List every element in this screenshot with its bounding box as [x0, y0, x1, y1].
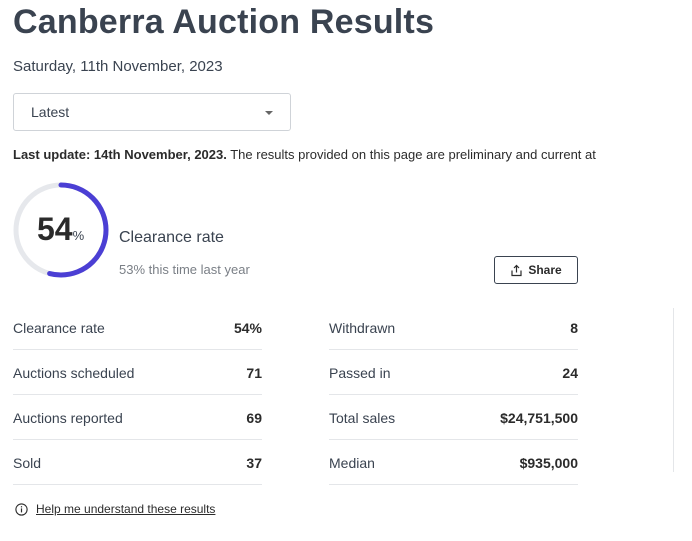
stat-label: Auctions scheduled [13, 365, 135, 381]
stat-row-total-sales: Total sales $24,751,500 [329, 395, 578, 440]
help-understand-results-link[interactable]: Help me understand these results [36, 502, 216, 516]
stat-label: Clearance rate [13, 320, 105, 336]
select-value: Latest [31, 104, 70, 120]
stat-row-auctions-scheduled: Auctions scheduled 71 [13, 350, 262, 395]
clearance-rate-number: 54 [37, 211, 73, 247]
last-update-text: The results provided on this page are pr… [226, 147, 596, 162]
share-icon [511, 264, 522, 276]
chevron-down-icon [265, 111, 273, 115]
clearance-rate-percent: % [72, 228, 85, 243]
stat-label: Median [329, 455, 375, 471]
stats-column-right: Withdrawn 8 Passed in 24 Total sales $24… [329, 305, 578, 485]
info-icon [15, 502, 28, 516]
stat-value: $935,000 [519, 455, 578, 471]
stat-value: 24 [562, 365, 578, 381]
stat-row-median: Median $935,000 [329, 440, 578, 485]
stat-value: 37 [246, 455, 262, 471]
stat-row-withdrawn: Withdrawn 8 [329, 305, 578, 350]
stat-label: Withdrawn [329, 320, 396, 336]
stat-value: 54% [233, 320, 262, 336]
stats-column-left: Clearance rate 54% Auctions scheduled 71… [13, 305, 262, 485]
clearance-rate-ring [13, 182, 109, 278]
page-title: Canberra Auction Results [13, 3, 435, 41]
stat-row-sold: Sold 37 [13, 440, 262, 485]
stat-value: 8 [570, 320, 578, 336]
stat-label: Passed in [329, 365, 391, 381]
last-update-label: Last update: 14th November, 2023. [13, 147, 227, 162]
auction-date: Saturday, 11th November, 2023 [13, 58, 223, 75]
stat-row-auctions-reported: Auctions reported 69 [13, 395, 262, 440]
stat-value: 71 [246, 365, 262, 381]
stat-row-clearance-rate: Clearance rate 54% [13, 305, 262, 350]
last-update-notice: Last update: 14th November, 2023. The re… [13, 147, 596, 162]
stat-value: 69 [246, 410, 262, 426]
stat-value: $24,751,500 [500, 410, 578, 426]
section-divider [673, 308, 674, 472]
share-button[interactable]: Share [494, 256, 578, 284]
stat-label: Auctions reported [13, 410, 123, 426]
stat-row-passed-in: Passed in 24 [329, 350, 578, 395]
results-period-select[interactable]: Latest [13, 93, 291, 131]
share-label: Share [528, 263, 562, 277]
stat-label: Total sales [329, 410, 396, 426]
ring-progress [13, 182, 109, 278]
help-section: Help me understand these results [15, 502, 215, 516]
clearance-rate-last-year: 53% this time last year [119, 262, 250, 277]
stat-label: Sold [13, 455, 42, 471]
clearance-rate-label: Clearance rate [119, 229, 224, 246]
clearance-rate-value: 54% [37, 211, 84, 248]
